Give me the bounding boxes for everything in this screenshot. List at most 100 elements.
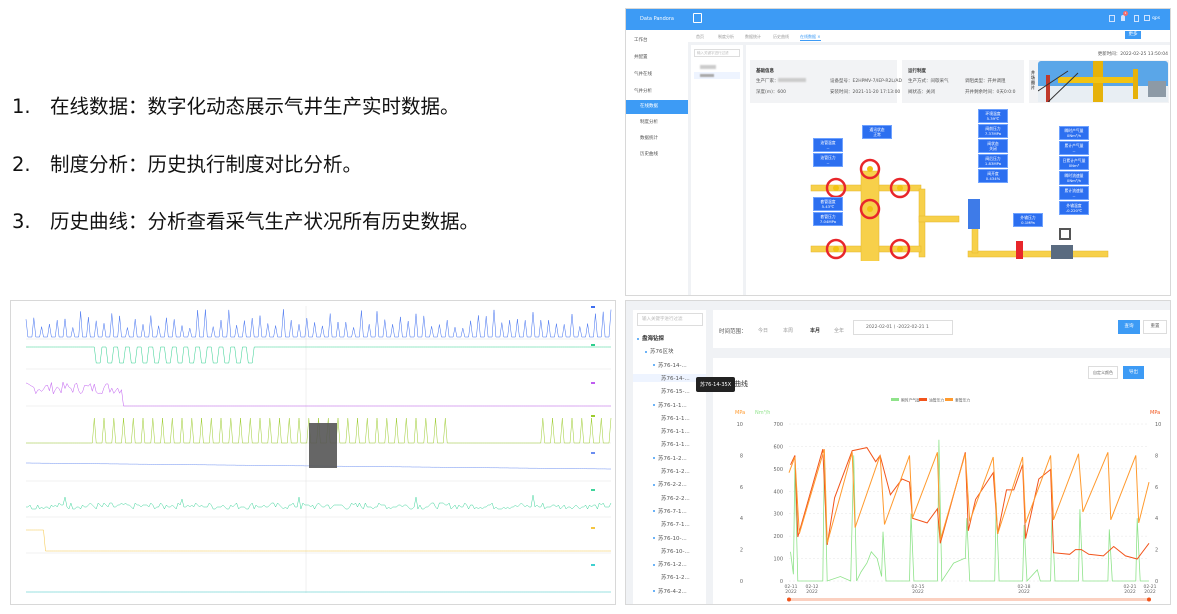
left-flow-tick: 300 [773,512,783,518]
reading-value: 关闭 [989,146,997,151]
chart-tooltip [309,423,337,468]
reading-label: 外输压力 0.1MPa [1013,213,1043,227]
sidebar-label: 气井分析 [634,89,652,94]
item-text: 在线数据：数字化动态展示气井生产实时数据。 [50,95,460,118]
zoom-slider-track [789,598,1149,601]
reading-key: 瞬时产气量 [1064,128,1084,133]
tab-online-data[interactable]: 在线数据 × [800,34,821,41]
tree-node[interactable]: 苏76-1-1... [661,440,690,448]
sidebar-item-history-curve[interactable]: 历史曲线 [626,148,688,162]
tree-node[interactable]: 苏76-1-2... [653,560,687,568]
right-mpa-tick: 2 [1155,548,1158,554]
sidebar-item-well-analysis[interactable]: 气井分析 [626,85,688,99]
tree-node[interactable]: 苏76-14-... [633,373,706,382]
valve-wheel-icon [859,158,881,180]
tree-node[interactable]: 苏76区块 [645,347,674,355]
range-week[interactable]: 本周 [783,328,794,334]
x-tick-year: 2022 [1144,589,1156,595]
tree-node[interactable]: 苏76-15-... [661,387,690,395]
sidebar-item-data-stats[interactable]: 数据统计 [626,132,688,146]
date-range-picker[interactable]: 2022-02-01 ( -2022-02-21 1 [853,320,953,335]
reading-key: 套管压力 [820,214,836,219]
tree-node-label: 苏76-15-... [661,389,690,396]
top-header: Data Pandora 1 qps [626,9,1170,30]
tree-node[interactable]: 苏76-2-2... [653,480,687,488]
tree-node[interactable]: 苏76-4-2... [653,587,687,595]
tree-node[interactable]: 苏76-1-2... [653,454,687,462]
flow-meter [1059,228,1071,240]
reading-value: 0Nm³ [1068,163,1080,168]
reading-key: 油管温度 [820,140,836,145]
tree-node[interactable]: 苏76-1-2... [661,573,690,581]
reading-value: 5.43℃ [821,204,835,209]
custom-color-button[interactable]: 自定义颜色 [1088,366,1118,379]
reading-label: 环境温度 5.39℃ [978,109,1008,123]
reading-label: 油管温度 -- [813,138,843,152]
sub-chart [25,306,612,340]
tree-item-blurred[interactable] [700,65,716,69]
tree-item-selected[interactable] [694,72,740,79]
tab-home[interactable]: 首页 [696,34,704,39]
tree-node[interactable]: 苏76-10-... [653,534,687,542]
tree-node[interactable]: 苏76-1-1... [661,414,690,422]
tree-node[interactable]: 苏76-14-... [653,361,687,369]
lock-icon[interactable] [1134,15,1139,22]
expand-icon[interactable] [1144,15,1150,21]
reading-label: 套管温度 5.43℃ [813,197,843,211]
query-button[interactable]: 查询 [1118,320,1140,334]
reading-key: 阀开度 [987,171,999,176]
tree-node-label: 苏76-1-1... [661,442,690,449]
tree-search-input[interactable]: 输入关键字进行过滤 [694,49,740,57]
range-year[interactable]: 全年 [834,328,845,334]
reading-label: 瞬时产气量 0Nm³/h [1059,126,1089,140]
left-flow-tick: 600 [773,444,783,450]
sidebar-item-well-online[interactable]: 气井在线 [626,68,688,82]
tree-search-input[interactable]: 输入关键字进行过滤 [637,313,703,326]
left-flow-tick: 100 [773,557,783,563]
regime-card: 运行制度 生产方式：间歇采气 调阻类型：开井调阻 阀状态：关闭 开井剩余时间：0… [902,60,1024,103]
range-month[interactable]: 本月 [810,328,821,334]
legend-swatch [591,344,595,346]
sidebar-item-workbench[interactable]: 工作台 [626,34,688,48]
more-button[interactable]: 更多 [1125,31,1141,39]
sidebar-label: 历史曲线 [640,152,658,157]
zoom-slider-handle[interactable] [787,597,791,602]
reset-button[interactable]: 重置 [1143,320,1167,334]
zoom-slider-handle[interactable] [1147,597,1151,602]
x-tick-date: 02-12 [805,584,818,590]
bell-icon[interactable] [1121,15,1125,21]
tree-bullet-icon [645,350,647,353]
reading-value: 0.434% [985,176,1001,181]
sidebar-item-regime-analysis[interactable]: 制度分析 [626,116,688,130]
valve-hub [897,246,903,252]
legend-label: 瞬时产气量 [901,398,920,403]
tab-stats[interactable]: 数据统计 [745,34,761,39]
right-mpa-tick: 0 [1155,579,1158,585]
x-tick-date: 02-11 [784,584,797,590]
tree-node[interactable]: 苏76-1-1... [661,427,690,435]
range-today[interactable]: 今日 [758,328,769,334]
valve-wheel-icon [859,198,881,220]
tab-history[interactable]: 历史曲线 [773,34,789,39]
tree-node[interactable]: 苏76-7-1... [653,507,687,515]
valve-rim [889,238,911,260]
fullscreen-icon[interactable] [1109,15,1115,22]
tab-regime[interactable]: 制度分析 [718,34,734,39]
valve-hub [833,246,839,252]
tree-node[interactable]: 苏76-7-1... [661,520,690,528]
remain-field: 开井剩余时间：0天0:0:0 [965,90,1016,95]
sidebar-item-well-config[interactable]: 井配置 [626,51,688,65]
x-tick-year: 2022 [1018,589,1030,595]
tree-node[interactable]: 苏76-1-2... [661,467,690,475]
multi-curve-screenshot [10,300,616,605]
feature-item: 1. 在线数据：数字化动态展示气井生产实时数据。 [12,90,460,119]
menu-toggle-icon[interactable] [693,13,702,23]
tree-node[interactable]: 苏76-2-2... [661,494,690,502]
tree-node[interactable]: 苏76-10-... [661,547,690,555]
tree-node-label: 苏76-1-2... [658,562,687,569]
user-menu[interactable]: qps [1152,16,1161,21]
sidebar-item-online-data[interactable]: 在线数据 [626,100,688,114]
export-button[interactable]: 导出 [1123,366,1144,379]
tree-node[interactable]: 盘海钻探 [637,334,664,342]
tree-node[interactable]: 苏76-1-1... [653,401,687,409]
